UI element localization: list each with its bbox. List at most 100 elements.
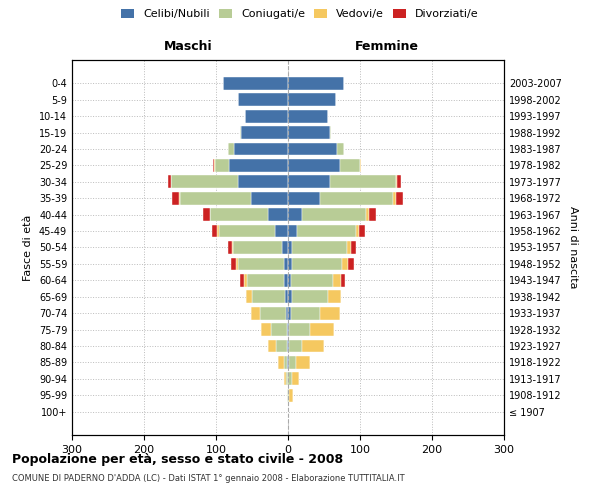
Bar — [278, 356, 284, 368]
Bar — [337, 142, 344, 156]
Bar — [292, 258, 342, 270]
Bar — [291, 274, 332, 286]
Bar — [232, 241, 233, 254]
Bar — [341, 274, 345, 286]
Bar — [285, 290, 288, 303]
Bar — [238, 176, 288, 188]
Bar — [260, 306, 286, 320]
Bar — [288, 224, 296, 237]
Bar — [330, 176, 396, 188]
Bar — [170, 176, 172, 188]
Bar — [396, 192, 403, 204]
Bar — [360, 159, 361, 172]
Bar — [180, 192, 251, 204]
Bar — [172, 192, 179, 204]
Bar — [302, 208, 366, 221]
Bar — [287, 323, 288, 336]
Bar — [288, 323, 289, 336]
Bar — [289, 340, 302, 352]
Bar — [168, 176, 170, 188]
Bar — [288, 110, 328, 122]
Bar — [229, 159, 288, 172]
Bar — [284, 274, 288, 286]
Bar — [368, 208, 376, 221]
Bar — [217, 224, 219, 237]
Bar — [340, 159, 360, 172]
Bar — [359, 224, 365, 237]
Bar — [238, 258, 284, 270]
Bar — [231, 258, 236, 270]
Bar — [396, 176, 397, 188]
Bar — [203, 208, 209, 221]
Bar — [228, 142, 234, 156]
Bar — [288, 306, 291, 320]
Bar — [212, 224, 217, 237]
Bar — [284, 372, 286, 385]
Bar — [348, 258, 353, 270]
Bar — [288, 77, 344, 90]
Bar — [210, 208, 268, 221]
Legend: Celibi/Nubili, Coniugati/e, Vedovi/e, Divorziati/e: Celibi/Nubili, Coniugati/e, Vedovi/e, Di… — [118, 6, 482, 22]
Bar — [288, 372, 292, 385]
Bar — [330, 126, 331, 139]
Bar — [288, 142, 337, 156]
Bar — [233, 241, 282, 254]
Bar — [291, 306, 320, 320]
Bar — [244, 274, 247, 286]
Bar — [288, 274, 291, 286]
Bar — [352, 241, 356, 254]
Bar — [287, 340, 288, 352]
Bar — [289, 323, 310, 336]
Bar — [292, 241, 347, 254]
Bar — [215, 159, 229, 172]
Text: Popolazione per età, sesso e stato civile - 2008: Popolazione per età, sesso e stato civil… — [12, 452, 343, 466]
Bar — [284, 258, 288, 270]
Bar — [241, 126, 288, 139]
Bar — [288, 159, 340, 172]
Bar — [277, 340, 287, 352]
Bar — [179, 192, 180, 204]
Bar — [328, 290, 341, 303]
Bar — [209, 208, 210, 221]
Bar — [347, 241, 352, 254]
Bar — [320, 306, 340, 320]
Bar — [271, 323, 287, 336]
Bar — [275, 224, 288, 237]
Bar — [288, 340, 289, 352]
Bar — [238, 94, 288, 106]
Bar — [288, 258, 292, 270]
Bar — [287, 389, 288, 402]
Bar — [227, 241, 232, 254]
Bar — [251, 192, 288, 204]
Bar — [223, 77, 288, 90]
Bar — [236, 258, 238, 270]
Bar — [213, 159, 214, 172]
Bar — [288, 176, 330, 188]
Bar — [292, 290, 328, 303]
Bar — [241, 274, 244, 286]
Bar — [320, 192, 393, 204]
Y-axis label: Fasce di età: Fasce di età — [23, 214, 33, 280]
Bar — [247, 274, 284, 286]
Bar — [310, 323, 334, 336]
Bar — [288, 356, 289, 368]
Bar — [296, 356, 310, 368]
Bar — [296, 224, 356, 237]
Text: Maschi: Maschi — [164, 40, 213, 52]
Bar — [268, 340, 277, 352]
Bar — [172, 176, 238, 188]
Bar — [302, 340, 324, 352]
Bar — [288, 192, 320, 204]
Bar — [342, 258, 348, 270]
Bar — [393, 192, 396, 204]
Bar — [219, 224, 275, 237]
Bar — [288, 290, 292, 303]
Bar — [268, 208, 288, 221]
Bar — [240, 126, 241, 139]
Y-axis label: Anni di nascita: Anni di nascita — [568, 206, 578, 289]
Bar — [356, 224, 359, 237]
Text: Femmine: Femmine — [355, 40, 419, 52]
Bar — [251, 306, 260, 320]
Bar — [288, 94, 335, 106]
Bar — [286, 306, 288, 320]
